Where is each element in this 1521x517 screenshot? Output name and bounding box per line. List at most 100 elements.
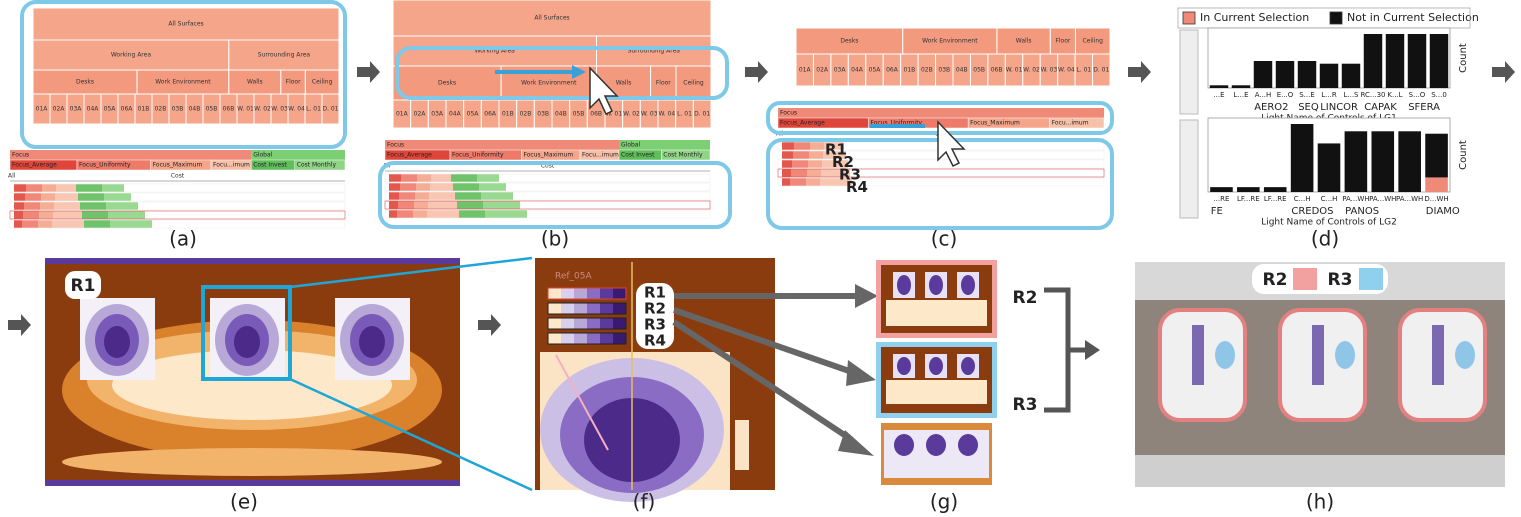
x-axis-label: Light Name of Controls of LG2 (1261, 218, 1397, 228)
rank-bar-segment (23, 211, 39, 219)
rank-bar-segment (78, 193, 104, 201)
strip-cell (548, 318, 561, 329)
criterion-label: Cost Invest (621, 152, 655, 159)
strip-frame (547, 332, 627, 345)
strip-cell (561, 303, 574, 314)
criterion-label: Focus_Average (12, 162, 57, 169)
hierarchy-label: 03A (834, 67, 847, 74)
hierarchy-label: W. 01 (1006, 67, 1023, 74)
hierarchy-cell (392, 35, 598, 67)
bar (1425, 177, 1448, 192)
rank-bar-segment (453, 183, 479, 191)
group-label: Global (621, 142, 640, 149)
hierarchy-label: 04A (851, 67, 864, 74)
hierarchy-label: W. 03 (641, 111, 658, 118)
hierarchy-label: Surrounding Area (258, 52, 311, 59)
y-axis-label: Count (1458, 140, 1469, 170)
x-tick-label: LF...RE (1264, 195, 1287, 203)
hierarchy-label: 04A (87, 106, 100, 113)
criterion-label: Focus_Average (387, 152, 432, 159)
x-tick-label: C...H (1294, 195, 1311, 203)
criterion-label: Focus_Uniformity (452, 152, 504, 159)
legend-label: R3 (1328, 270, 1353, 290)
rank-label: R2 (644, 300, 666, 318)
rank-bar-segment (821, 169, 850, 177)
group-label: Focus (387, 142, 404, 149)
rank-bar-segment (14, 202, 24, 210)
rank-bar-segment (14, 184, 26, 192)
strip-cell (574, 288, 587, 299)
rank-bar-segment (451, 174, 477, 182)
hierarchy-label: 02B (921, 67, 933, 74)
hierarchy-label: 02A (816, 67, 829, 74)
bar (1341, 63, 1361, 88)
wall (1135, 455, 1505, 487)
hierarchy-label: Work Environment (155, 79, 211, 86)
rank-row (9, 219, 346, 229)
rank-bar-segment (417, 174, 431, 182)
hierarchy-label: Walls (247, 79, 263, 86)
caption: (c) (931, 227, 958, 251)
group-header (778, 108, 1104, 118)
bar (1344, 131, 1368, 192)
strip-cell (548, 303, 561, 314)
sort-label: Cost (541, 163, 555, 170)
hierarchy-label: 01A (396, 111, 409, 118)
strip-cell (574, 303, 587, 314)
x-tick-label: L...E (1234, 91, 1249, 99)
strip-cell (613, 303, 626, 314)
rank-row (9, 183, 346, 193)
strip-frame (547, 317, 627, 330)
group-label: LINCOR (1320, 102, 1358, 113)
rank-bar-segment (782, 160, 792, 168)
criterion-label: Focu...imum (582, 152, 619, 159)
rank-bar-segment (823, 151, 846, 159)
criterion-label: Cost Monthly (663, 152, 703, 159)
rank-bar-segment (102, 184, 124, 192)
hierarchy-label: W. 04 (1058, 67, 1075, 74)
hierarchy-label: Desks (76, 79, 94, 86)
x-tick-label: ...RE (1213, 195, 1229, 203)
hierarchy-label: Ceiling (312, 79, 333, 86)
hierarchy-label: 01B (904, 67, 916, 74)
strip-cell (600, 333, 613, 344)
x-tick-label: L...S (1343, 91, 1359, 99)
hierarchy-label: 05A (104, 106, 117, 113)
strip-frame (547, 287, 627, 300)
group-label: CREDOS (1291, 206, 1333, 217)
strip-cell (587, 333, 600, 344)
group-label: SFERA (1408, 102, 1440, 113)
zoom-line (289, 377, 533, 492)
hierarchy-label: Desks (840, 38, 858, 45)
flow-arrows (8, 61, 1515, 336)
rank-bar-segment (39, 211, 53, 219)
arrow (745, 61, 768, 83)
rank-bar-segment (431, 174, 451, 182)
group-header (619, 140, 710, 150)
rank-bar-segment (25, 193, 41, 201)
heat-band (62, 448, 442, 476)
group-label: AERO2 (1254, 102, 1288, 113)
rank-bar-segment (22, 220, 38, 228)
rank-bar-segment (416, 183, 430, 191)
desks (1158, 308, 1487, 422)
hierarchy-label: 01A (799, 67, 812, 74)
zoom-box (201, 285, 292, 381)
hierarchy-label: All Surfaces (534, 15, 569, 22)
rank-bar-segment (26, 184, 42, 192)
bar (1209, 85, 1229, 88)
bar (1363, 34, 1383, 88)
hierarchy-label: W. 02 (1023, 67, 1040, 74)
link-arrows (672, 284, 878, 456)
rank-bar-segment (414, 201, 428, 209)
rank-bar-segment (389, 201, 398, 209)
criterion-label: Focus_Uniformity (79, 162, 131, 169)
hierarchy-label: Walls (1016, 38, 1032, 45)
hierarchy-label: 01A (36, 106, 49, 113)
hierarchy-label: 05B (973, 67, 985, 74)
rank-label: R4 (644, 332, 666, 350)
rank-row (9, 192, 346, 202)
panel-e: R1 (45, 256, 533, 492)
x-tick-label: D...WH (1424, 195, 1448, 203)
strip-cell (548, 288, 561, 299)
